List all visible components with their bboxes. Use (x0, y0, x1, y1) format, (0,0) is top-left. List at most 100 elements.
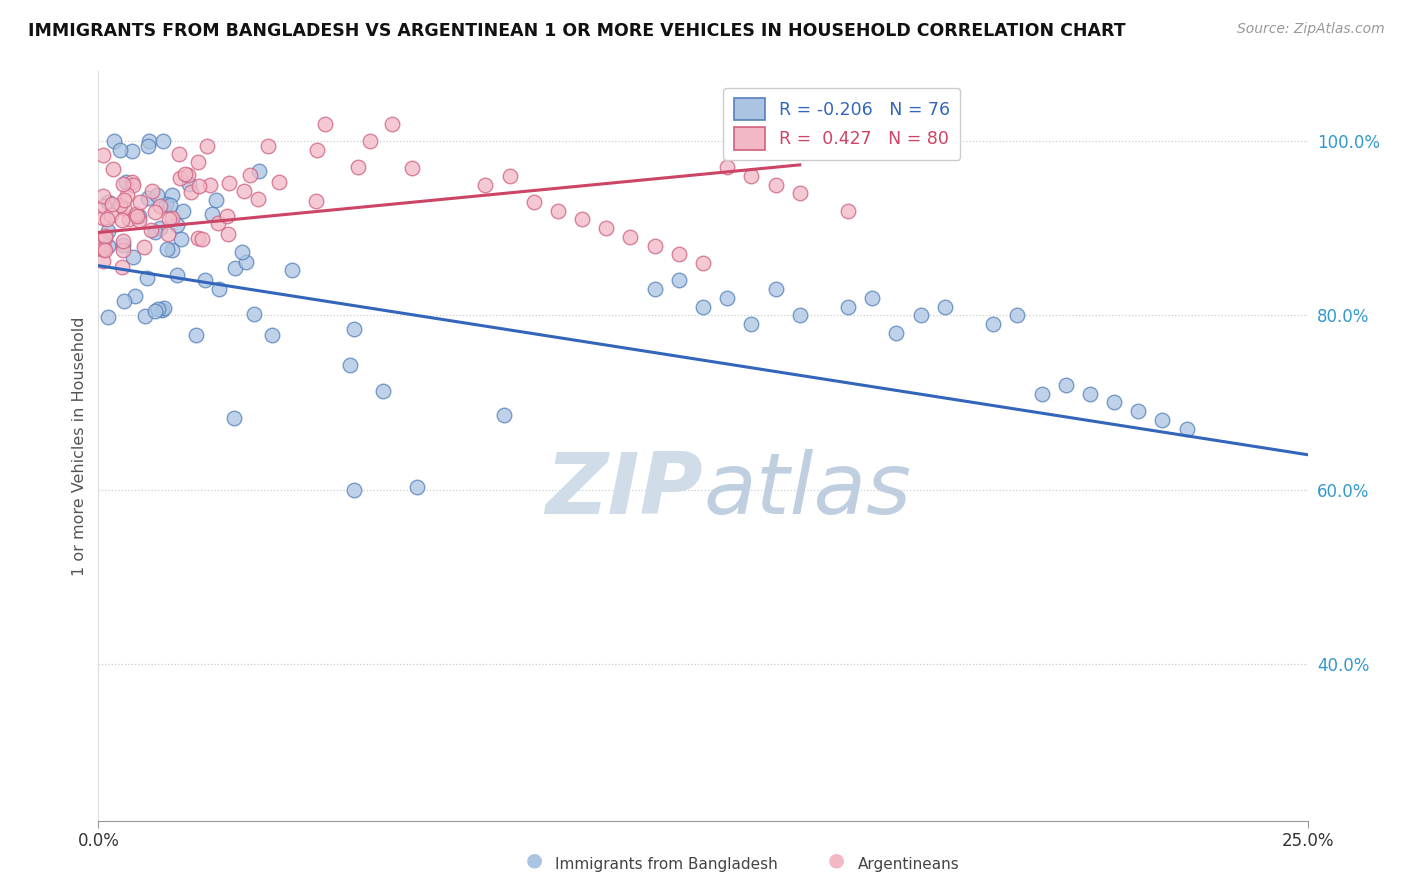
Point (100, 208, 122, 222)
Point (111, 235, 134, 249)
Point (96, 211, 118, 226)
Point (217, 210, 239, 224)
Point (153, 301, 176, 315)
Point (177, 168, 200, 182)
Point (314, 117, 336, 131)
Point (860, 291, 883, 305)
Point (97, 224, 120, 238)
Point (167, 146, 190, 161)
Point (139, 222, 162, 236)
Point (132, 240, 155, 254)
Point (218, 176, 240, 190)
Point (281, 263, 304, 277)
Point (108, 143, 131, 157)
Point (249, 163, 271, 178)
Point (121, 175, 143, 189)
Point (644, 282, 666, 296)
Point (523, 195, 546, 210)
Point (740, 317, 762, 331)
Point (115, 187, 138, 202)
Point (789, 186, 811, 201)
Point (169, 171, 191, 186)
Point (112, 201, 135, 215)
Point (124, 207, 146, 221)
Point (166, 268, 188, 282)
Point (156, 227, 179, 242)
Point (1007, 308, 1029, 322)
Point (1031, 386, 1053, 401)
Point (305, 143, 328, 157)
Point (136, 138, 159, 153)
Point (91, 147, 114, 161)
Point (910, 308, 932, 322)
Point (381, 117, 404, 131)
Point (149, 199, 172, 213)
Point (187, 231, 209, 245)
Point (222, 410, 245, 425)
Point (128, 210, 150, 224)
Point (1175, 421, 1198, 435)
Point (108, 198, 131, 212)
Point (233, 184, 256, 198)
Text: ●: ● (526, 851, 543, 870)
Legend: R = -0.206   N = 76, R =  0.427   N = 80: R = -0.206 N = 76, R = 0.427 N = 80 (723, 87, 960, 160)
Point (94, 231, 117, 245)
Point (692, 256, 714, 270)
Point (156, 242, 179, 256)
Point (112, 294, 135, 309)
Point (716, 160, 738, 174)
Point (91, 211, 114, 225)
Point (1054, 378, 1077, 392)
Point (243, 307, 266, 321)
Point (124, 289, 146, 303)
Point (184, 328, 207, 343)
Point (981, 317, 1004, 331)
Point (177, 177, 200, 191)
Point (716, 291, 738, 305)
Point (343, 321, 366, 335)
Point (138, 134, 160, 148)
Point (339, 358, 361, 372)
Text: atlas: atlas (703, 450, 911, 533)
Point (111, 178, 134, 192)
Point (494, 408, 516, 422)
Point (135, 270, 157, 285)
Point (162, 187, 184, 202)
Point (93, 199, 115, 213)
Text: ZIP: ZIP (546, 450, 703, 533)
Point (149, 221, 172, 235)
Point (239, 168, 262, 182)
Point (166, 218, 188, 232)
Point (343, 483, 366, 497)
Point (305, 194, 328, 208)
Point (668, 273, 690, 287)
Point (160, 211, 183, 225)
Point (231, 245, 253, 260)
Point (498, 169, 520, 183)
Point (143, 226, 166, 240)
Text: Immigrants from Bangladesh: Immigrants from Bangladesh (555, 857, 778, 872)
Point (111, 237, 134, 252)
Text: IMMIGRANTS FROM BANGLADESH VS ARGENTINEAN 1 OR MORE VEHICLES IN HOUSEHOLD CORREL: IMMIGRANTS FROM BANGLADESH VS ARGENTINEA… (28, 22, 1126, 40)
Point (129, 194, 152, 209)
Point (1128, 404, 1150, 418)
Point (765, 178, 787, 192)
Point (115, 175, 138, 189)
Point (837, 203, 859, 218)
Point (170, 232, 193, 246)
Point (198, 178, 221, 192)
Point (194, 273, 217, 287)
Point (121, 250, 143, 264)
Point (373, 384, 395, 399)
Point (267, 175, 290, 189)
Point (128, 212, 150, 227)
Point (201, 206, 224, 220)
Point (235, 254, 257, 268)
Point (1152, 413, 1174, 427)
Point (159, 197, 181, 211)
Point (191, 232, 214, 246)
Point (111, 213, 134, 227)
Point (246, 192, 269, 206)
Point (619, 230, 641, 244)
Y-axis label: 1 or more Vehicles in Household: 1 or more Vehicles in Household (72, 317, 87, 575)
